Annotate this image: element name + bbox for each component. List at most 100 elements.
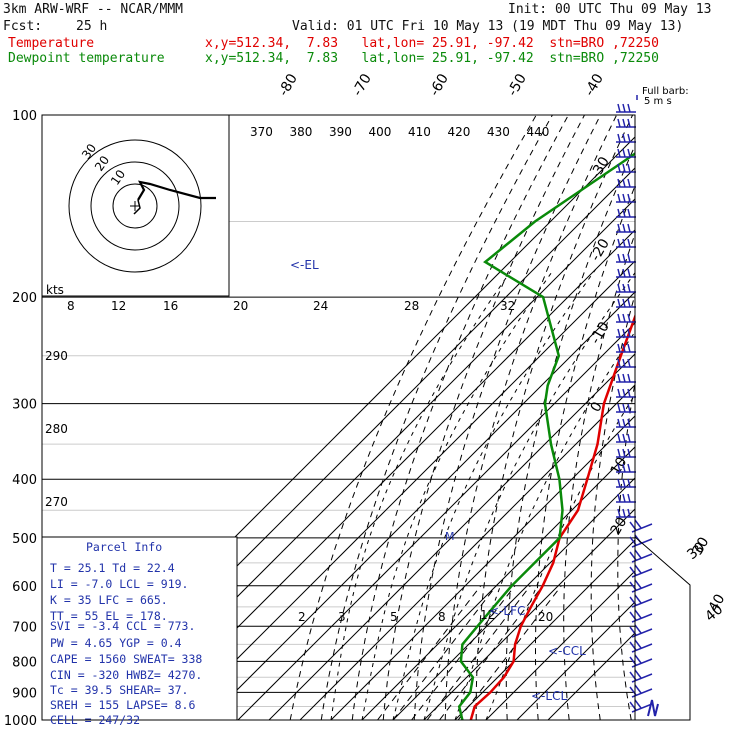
moist-adiabat-line — [392, 269, 597, 720]
barb-flag — [634, 519, 642, 529]
wind-barb — [616, 148, 636, 158]
dry-adiabat-line — [535, 184, 635, 720]
parcel-info-box: Parcel Info T = 25.1 Td = 22.4 LI = -7.0… — [50, 540, 202, 727]
init-time: Init: 00 UTC Thu 09 May 13 — [508, 2, 712, 17]
barb-flag — [617, 388, 621, 398]
pressure-tick-label: 200 — [12, 291, 37, 306]
barb-flag — [617, 343, 621, 353]
moist-adiabat-line — [454, 331, 635, 720]
dry-adiabat-label: 290 — [45, 349, 68, 363]
isotherm-label: 30 — [690, 535, 713, 558]
wind-barb — [629, 669, 653, 683]
isotherm-line — [423, 508, 635, 720]
wind-barb — [616, 418, 636, 428]
isotherm-line — [330, 415, 635, 720]
barb-flag — [622, 208, 626, 218]
wind-barb — [629, 579, 653, 593]
barb-flag — [627, 403, 631, 413]
dry-adiabat-line — [617, 380, 635, 720]
wind-barb — [629, 564, 653, 578]
barb-flag — [622, 508, 626, 518]
barb-flag — [627, 433, 631, 443]
barb-flag — [617, 118, 621, 128]
isotherm-label: -20 — [588, 236, 613, 264]
wind-profile-box — [634, 536, 691, 721]
isotherm-line — [206, 291, 635, 720]
barb-flag — [627, 223, 631, 233]
barb-flag — [617, 253, 621, 263]
barb-flag — [622, 238, 626, 248]
mixing-ratio-label: 8 — [438, 610, 446, 624]
barb-flag — [634, 699, 642, 709]
kts-tick-label: 20 — [233, 299, 248, 313]
moist-adiabat-line — [361, 269, 555, 720]
barb-flag — [622, 133, 626, 143]
barb-flag — [627, 418, 631, 428]
dewpoint-line — [457, 152, 635, 720]
barb-flag — [622, 388, 626, 398]
wind-barb — [616, 493, 636, 503]
barb-flag — [617, 268, 621, 278]
barb-flag — [627, 448, 631, 458]
wind-barb — [616, 238, 636, 248]
dry-adiabat-line — [382, 115, 585, 720]
barb-flag — [634, 684, 642, 694]
barb-flag — [622, 328, 626, 338]
kts-tick-label: 32 — [500, 299, 515, 313]
wind-barb — [629, 654, 653, 668]
barb-flag — [627, 118, 631, 128]
theta-label: 420 — [448, 125, 471, 139]
isotherm-line — [268, 353, 635, 720]
isotherm-label: 20 — [608, 515, 631, 538]
temperature-legend: Temperature — [8, 36, 95, 51]
wind-barb — [616, 283, 636, 293]
barb-flag — [617, 373, 621, 383]
barb-flag — [622, 253, 626, 263]
wind-barb — [616, 223, 636, 233]
wind-barb — [616, 103, 636, 113]
barb-flag — [627, 358, 631, 368]
isotherm-label: -40 — [582, 71, 607, 99]
barb-flag — [617, 313, 621, 323]
barb-flag — [622, 223, 626, 233]
wind-barb — [616, 358, 636, 368]
barb-flag — [622, 283, 626, 293]
barb-flag — [622, 118, 626, 128]
barb-flag — [617, 178, 621, 188]
parcel-row: LI = -7.0 LCL = 919. — [50, 577, 188, 591]
barb-flag — [617, 133, 621, 143]
wind-barb — [616, 193, 636, 203]
mixing-ratio-label: 12 — [480, 608, 495, 622]
barb-flag — [622, 343, 626, 353]
barb-flag — [622, 448, 626, 458]
model-title: 3km ARW-WRF -- NCAR/MMM — [3, 2, 184, 17]
dry-adiabat-label: 270 — [45, 495, 68, 509]
wind-barb — [616, 388, 636, 398]
barb-flag — [617, 403, 621, 413]
wind-barb — [616, 313, 636, 323]
barb-flag — [622, 463, 626, 473]
mixing-ratio-line — [411, 585, 516, 720]
barb-flag — [627, 193, 631, 203]
barb-flag — [622, 433, 626, 443]
kts-tick-label: 28 — [404, 299, 419, 313]
hodograph-trace — [133, 199, 141, 215]
wind-barb — [616, 328, 636, 338]
barb-flag — [627, 463, 631, 473]
dry-adiabat-line — [413, 115, 601, 720]
wind-barb — [616, 448, 636, 458]
isotherm-line — [144, 229, 635, 720]
isotherm-label: -70 — [350, 71, 375, 99]
parcel-row: TT = 55 EL = 178. — [50, 609, 168, 623]
pressure-tick-label: 500 — [12, 532, 37, 547]
wind-barb — [616, 208, 636, 218]
parcel-panel-bg — [41, 536, 238, 721]
mixing-ratio-line — [457, 585, 562, 720]
lfc-annotation: <-LFC — [489, 604, 525, 618]
barb-flag — [622, 313, 626, 323]
barb-flag — [617, 328, 621, 338]
barb-flag — [622, 373, 626, 383]
theta-label: 380 — [290, 125, 313, 139]
barb-flag — [627, 328, 631, 338]
pressure-tick-label: 400 — [12, 473, 37, 488]
